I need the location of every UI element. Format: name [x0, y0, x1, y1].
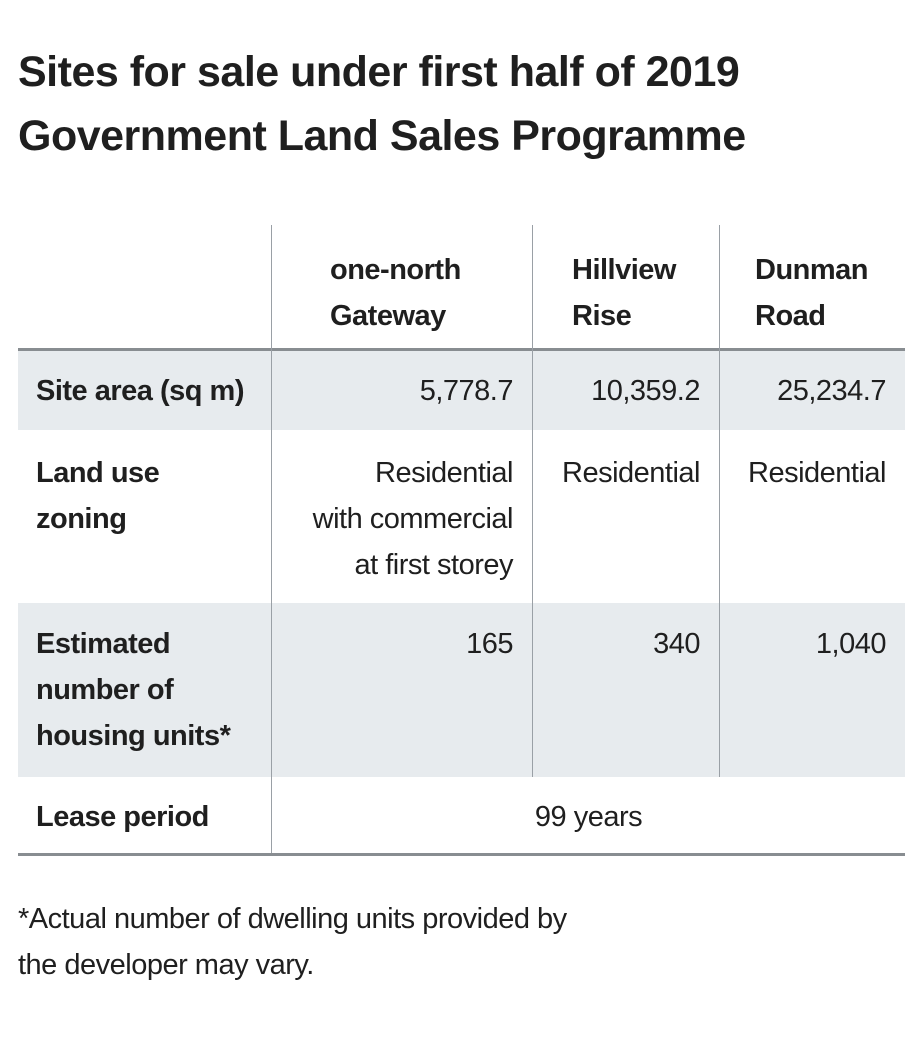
title-line-2: Government Land Sales Programme [18, 112, 746, 160]
column-divider [532, 225, 533, 777]
housing-units-dunman: 1,040 [815, 628, 887, 660]
column-header-hillview-rise: Hillview Rise [572, 254, 677, 332]
land-use-dunman: Residential [748, 457, 886, 489]
site-area-one-north: 5,778.7 [419, 375, 514, 407]
lease-period-value: 99 years [534, 801, 643, 833]
column-header-one-north-gateway: one-north Gateway [330, 254, 461, 332]
column-divider [719, 225, 720, 777]
site-area-dunman: 25,234.7 [777, 375, 886, 407]
land-use-one-north: Residential with commercial at first sto… [312, 457, 514, 581]
row-label-lease-period: Lease period [36, 801, 209, 833]
column-header-dunman-road: Dunman Road [755, 254, 869, 332]
land-sales-table: one-north Gateway Hillview Rise Dunman R… [18, 225, 905, 858]
table-row: Estimated number of housing units* 165 3… [18, 603, 905, 777]
row-label-site-area: Site area (sq m) [36, 375, 244, 407]
page-title: Sites for sale under first half of 2019 … [18, 40, 898, 168]
table-header-row: one-north Gateway Hillview Rise Dunman R… [18, 225, 905, 348]
site-area-hillview: 10,359.2 [591, 375, 700, 407]
land-use-hillview: Residential [562, 457, 700, 489]
housing-units-hillview: 340 [653, 628, 700, 660]
table-row: Lease period 99 years [18, 777, 905, 855]
row-label-land-use: Land use zoning [36, 457, 160, 535]
table-bottom-rule [18, 853, 905, 856]
column-divider [271, 225, 272, 853]
title-line-1: Sites for sale under first half of 2019 [18, 48, 740, 96]
housing-units-one-north: 165 [466, 628, 513, 660]
footnote: *Actual number of dwelling units provide… [18, 903, 567, 981]
table-row: Site area (sq m) 5,778.7 10,359.2 25,234… [18, 351, 905, 430]
table-row: Land use zoning Residential with commerc… [18, 430, 905, 603]
row-label-housing-units: Estimated number of housing units* [36, 628, 231, 752]
header-divider [18, 348, 905, 351]
